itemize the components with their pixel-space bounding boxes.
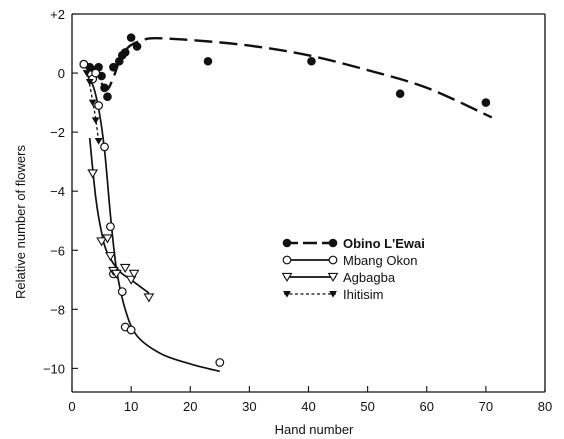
y-tick-label: +2	[50, 7, 65, 22]
legend-marker	[328, 255, 338, 265]
data-point	[120, 48, 130, 57]
x-tick-label: 50	[360, 399, 374, 414]
data-point	[105, 252, 116, 262]
data-point	[106, 222, 115, 232]
data-markers	[79, 33, 491, 367]
series-curve-0	[83, 36, 493, 119]
x-tick-label: 10	[124, 399, 138, 414]
y-tick-label: −6	[50, 243, 65, 258]
data-point	[91, 68, 101, 78]
data-point	[91, 117, 100, 124]
data-point	[215, 358, 225, 367]
data-point	[103, 92, 112, 101]
data-point	[125, 275, 137, 285]
y-tick-label: −4	[50, 184, 65, 199]
data-point	[102, 234, 113, 244]
fitted-curves	[83, 36, 493, 373]
data-point	[307, 56, 316, 66]
y-axis-title: Relative number of flowers	[13, 145, 28, 299]
legend-marker	[282, 238, 292, 248]
legend-label: Mbang Okon	[343, 253, 417, 268]
x-tick-label: 0	[68, 399, 75, 414]
data-point	[96, 237, 107, 247]
data-point	[110, 269, 122, 279]
x-tick-label: 20	[183, 399, 197, 414]
y-tick-label: 0	[58, 66, 65, 81]
x-tick-label: 60	[420, 399, 434, 414]
data-point	[79, 59, 89, 69]
x-tick-label: 40	[301, 399, 315, 414]
legend-label: Obino L'Ewai	[343, 236, 425, 251]
data-point	[82, 70, 91, 77]
data-point	[87, 169, 99, 179]
data-point	[203, 56, 213, 66]
data-point	[481, 98, 491, 107]
data-point	[128, 269, 140, 279]
data-point	[126, 325, 136, 335]
data-point	[109, 62, 118, 72]
data-point	[395, 89, 405, 99]
data-point	[88, 99, 97, 107]
x-tick-label: 30	[242, 399, 256, 414]
y-tick-label: −2	[50, 125, 65, 140]
axes: 0 10 20 30 40 50 60 70 80 +2 0 −2 −4 −6 −8 −10	[43, 7, 552, 414]
legend-marker	[327, 272, 339, 283]
data-point	[143, 293, 155, 303]
data-point	[100, 83, 109, 93]
legend-marker	[282, 255, 292, 265]
data-point	[132, 42, 142, 51]
legend-label: Agbagba	[343, 270, 396, 285]
legend-marker	[283, 291, 291, 298]
legend-marker	[328, 238, 338, 248]
legend: Obino L'Ewai Mbang Okon Agbagba Ihitisim	[281, 236, 425, 302]
x-tick-label: 70	[479, 399, 493, 414]
data-point	[85, 78, 94, 86]
data-point	[119, 263, 131, 274]
data-point	[100, 142, 109, 152]
series-curve-1	[83, 69, 221, 373]
legend-label: Ihitisim	[343, 287, 383, 302]
data-point	[94, 138, 103, 145]
y-tick-label: −8	[50, 302, 65, 317]
x-tick-label: 80	[538, 399, 552, 414]
y-tick-label: −10	[43, 361, 65, 376]
data-point	[117, 287, 127, 296]
data-point	[126, 33, 136, 42]
legend-marker	[329, 291, 337, 298]
x-axis-title: Hand number	[275, 422, 354, 437]
legend-marker	[281, 272, 293, 283]
data-point	[94, 101, 104, 110]
